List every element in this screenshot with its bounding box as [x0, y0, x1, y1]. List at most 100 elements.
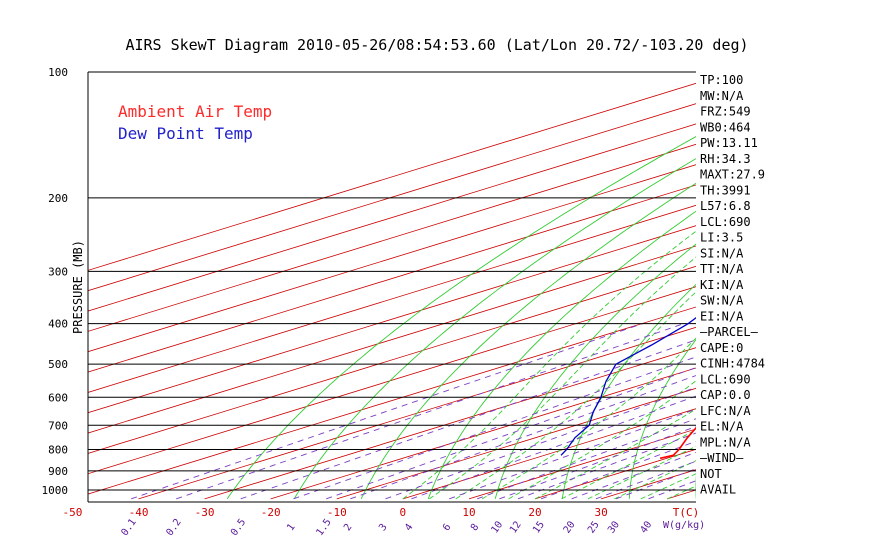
isotherm-line — [799, 72, 870, 499]
mixing-ratio-line — [449, 408, 696, 500]
isotherm-line — [88, 225, 696, 414]
mixing-ratio-axis-label: W(g/kg) — [663, 520, 705, 531]
pressure-tick-label: 200 — [48, 192, 68, 205]
air-temp-profile — [659, 426, 696, 460]
temp-tick-label: -50 — [62, 506, 82, 519]
index-item: —PARCEL— — [700, 325, 759, 339]
mixing-ratio-label: 4 — [403, 522, 415, 533]
dry-adiabat-line — [494, 243, 696, 500]
dry-adiabat-line — [360, 182, 696, 500]
mixing-ratio-label: 6 — [441, 522, 453, 533]
pressure-tick-label: 500 — [48, 358, 68, 371]
moist-adiabat-line — [534, 408, 696, 500]
mixing-ratio-line — [131, 323, 643, 500]
index-item: KI:N/A — [700, 278, 744, 292]
isotherm-line — [402, 408, 696, 500]
isotherm-line — [88, 184, 696, 373]
mixing-ratio-label: 25 — [586, 519, 602, 535]
isotherm-line — [88, 286, 696, 475]
temp-tick-label: -10 — [327, 506, 347, 519]
mixing-ratio-label: 8 — [469, 522, 481, 533]
x-axis-label: T(C) — [673, 506, 700, 519]
mixing-ratio-line — [411, 395, 696, 500]
temp-tick-label: 20 — [528, 506, 541, 519]
isotherm-line — [88, 164, 696, 353]
mixing-ratio-label: 2 — [342, 522, 354, 533]
isotherm-line — [88, 245, 696, 434]
mixing-ratio-line — [615, 468, 696, 500]
index-item: CINH:4784 — [700, 357, 765, 371]
pressure-tick-label: 700 — [48, 419, 68, 432]
mixing-ratio-line — [176, 323, 684, 500]
index-item: L57:6.8 — [700, 199, 751, 213]
pressure-tick-label: 400 — [48, 318, 68, 331]
pressure-tick-label: 800 — [48, 443, 68, 456]
index-item: —WIND— — [700, 451, 744, 465]
isobar-layer — [88, 71, 696, 491]
index-item: LFC:N/A — [700, 404, 751, 418]
index-item: CAP:0.0 — [700, 388, 751, 402]
temp-tick-label: 30 — [595, 506, 608, 519]
legend-ambient-air-temp: Ambient Air Temp — [118, 102, 272, 121]
mixing-ratio-line — [240, 339, 696, 500]
isotherm-line — [204, 347, 696, 500]
mixing-ratio-label: 40 — [638, 519, 654, 535]
mixing-ratio-label: 3 — [377, 522, 389, 533]
index-item: TP:100 — [700, 73, 743, 87]
chart-title: AIRS SkewT Diagram 2010-05-26/08:54:53.6… — [125, 36, 748, 54]
isotherm-line — [667, 489, 696, 500]
dew-point-profile — [560, 316, 696, 456]
y-axis-label: PRESSURE (MB) — [71, 240, 85, 334]
moist-adiabat-line — [429, 256, 696, 500]
dry-adiabat-line — [761, 72, 870, 499]
legend-dew-point-temp: Dew Point Temp — [118, 124, 253, 143]
isotherm-line — [270, 367, 696, 500]
mixing-ratio-label: 0.5 — [229, 517, 248, 538]
pressure-tick-label: 300 — [48, 265, 68, 278]
mixing-ratio-line — [385, 386, 696, 500]
dry-adiabat-line — [427, 210, 696, 500]
pressure-tick-label: 1000 — [42, 484, 69, 497]
dry-adiabat-line — [226, 136, 696, 500]
isotherm-line — [88, 306, 696, 495]
mixing-ratio-label: 10 — [489, 519, 505, 535]
mixing-ratio-label: 30 — [606, 519, 622, 535]
moist-adiabat-line — [402, 230, 696, 500]
mixing-ratio-label: 12 — [508, 519, 524, 535]
isotherm-line — [88, 265, 696, 454]
moist-adiabat-line — [455, 291, 696, 500]
mixing-ratio-label: 20 — [562, 519, 578, 535]
index-item: FRZ:549 — [700, 105, 751, 119]
dry-adiabat-line — [628, 338, 696, 499]
isotherm-line — [88, 103, 696, 292]
index-item: NOT — [700, 467, 722, 481]
isotherm-line — [138, 326, 696, 500]
index-item: WB0:464 — [700, 120, 751, 134]
index-item: MAXT:27.9 — [700, 168, 765, 182]
mixing-ratio-label: 15 — [531, 519, 547, 535]
dry-adiabat-line — [824, 72, 870, 499]
index-item: SW:N/A — [700, 294, 744, 308]
index-item: LCL:690 — [700, 215, 751, 229]
dry-adiabat-line — [561, 283, 696, 499]
temp-tick-label: 0 — [400, 506, 407, 519]
isotherm-line — [88, 143, 696, 332]
mixing-ratio-label: 1.5 — [314, 517, 333, 538]
mixing-ratio-label: 0.1 — [119, 517, 138, 538]
isotherm-line — [88, 204, 696, 393]
moist-adiabat-line — [667, 485, 696, 500]
index-item: TH:3991 — [700, 183, 751, 197]
moist-adiabat-line — [587, 445, 696, 500]
index-item: SI:N/A — [700, 246, 744, 260]
mixing-ratio-line — [477, 418, 696, 500]
dry-adiabat-line — [293, 158, 696, 500]
isotherm-line — [88, 82, 696, 271]
index-item: EL:N/A — [700, 420, 744, 434]
series-layer — [560, 316, 696, 460]
index-item: AVAIL — [700, 483, 736, 497]
pressure-tick-label: 600 — [48, 391, 68, 404]
index-item: LI:3.5 — [700, 231, 743, 245]
pressure-tick-label: 100 — [48, 66, 68, 79]
